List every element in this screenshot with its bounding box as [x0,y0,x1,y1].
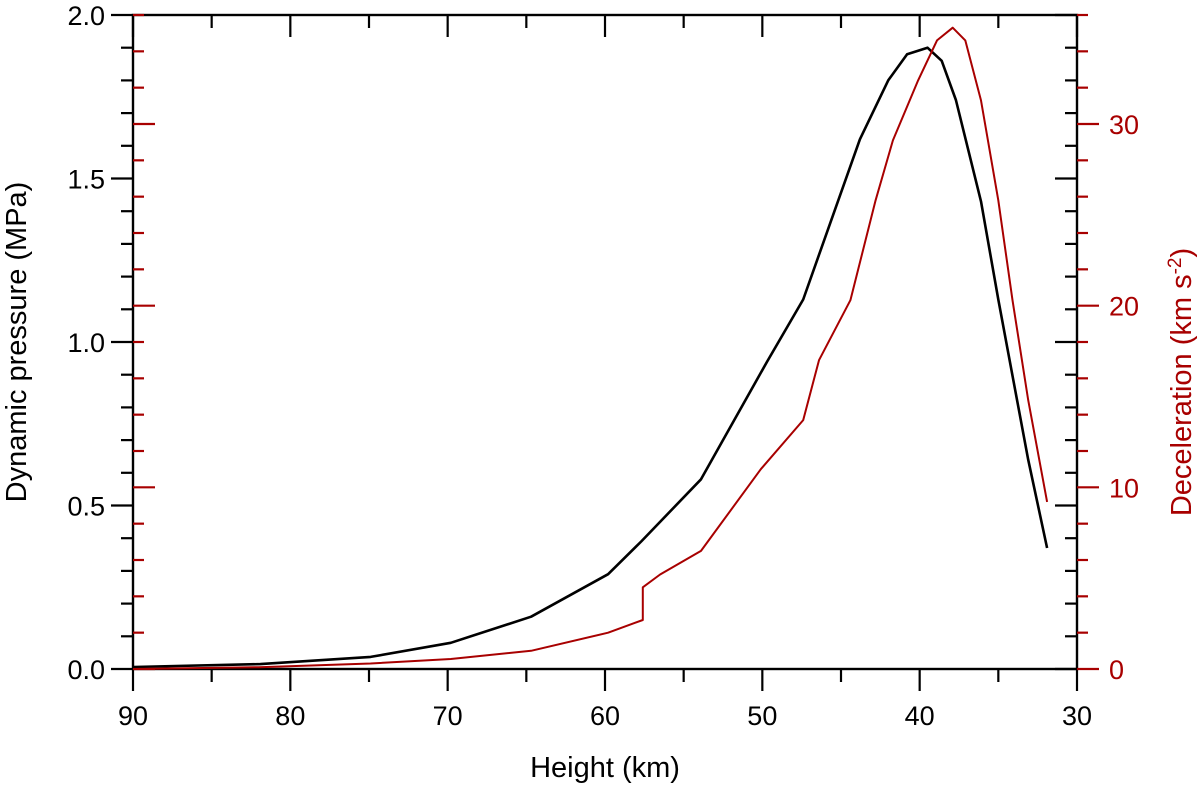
y2-tick-label: 20 [1109,292,1139,322]
plot-frame [131,13,1079,671]
y2-tick-label: 30 [1109,110,1139,140]
y-tick-label: 0.5 [67,492,105,522]
y-axis-ticks-right: 0 10 20 30 [133,13,1139,685]
series-lines [132,26,1049,670]
y2-tick-label: 0 [1109,655,1124,685]
x-axis-ticks: 90 80 70 60 50 40 30 [118,15,1092,731]
x-tick-label: 30 [1062,701,1092,731]
y-tick-label: 1.5 [67,165,105,195]
x-axis-title: Height (km) [530,752,680,784]
y-tick-label: 0.0 [67,655,105,685]
y-axis-ticks-left: 0.0 0.5 1.0 1.5 2.0 [67,1,1077,685]
y-axis-title-left: Dynamic pressure (MPa) [1,182,33,503]
x-tick-label: 70 [433,701,463,731]
y-axis-title-right: Deceleration (km s-2) [1165,248,1198,516]
x-tick-label: 50 [747,701,777,731]
y2-title-main: Deceleration (km s [1166,274,1198,516]
x-tick-label: 40 [905,701,935,731]
plot-border [131,13,1079,671]
y2-title-sup: -2 [1165,258,1186,275]
deceleration-line [132,26,1049,670]
dynamic-pressure-line [132,46,1049,669]
y2-tick-label: 10 [1109,473,1139,503]
y2-title-close: ) [1166,248,1198,258]
y-tick-label: 2.0 [67,1,105,31]
x-tick-label: 80 [275,701,305,731]
y-tick-label: 1.0 [67,328,105,358]
x-tick-label: 90 [118,701,148,731]
x-tick-label: 60 [590,701,620,731]
